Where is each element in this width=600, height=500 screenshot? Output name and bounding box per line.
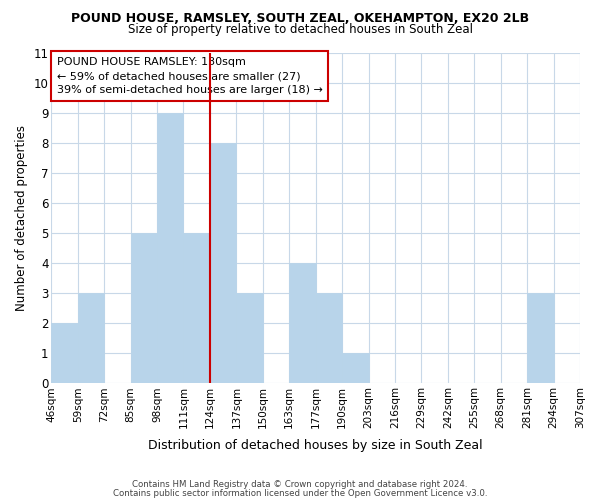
Bar bbox=[210, 143, 236, 384]
Bar bbox=[289, 263, 316, 384]
Bar bbox=[78, 293, 104, 384]
Bar bbox=[157, 112, 184, 384]
Bar bbox=[342, 354, 368, 384]
X-axis label: Distribution of detached houses by size in South Zeal: Distribution of detached houses by size … bbox=[148, 440, 483, 452]
Y-axis label: Number of detached properties: Number of detached properties bbox=[15, 125, 28, 311]
Bar bbox=[527, 293, 554, 384]
Bar bbox=[131, 233, 157, 384]
Text: Size of property relative to detached houses in South Zeal: Size of property relative to detached ho… bbox=[128, 22, 473, 36]
Text: Contains public sector information licensed under the Open Government Licence v3: Contains public sector information licen… bbox=[113, 488, 487, 498]
Bar bbox=[184, 233, 210, 384]
Bar bbox=[236, 293, 263, 384]
Bar bbox=[52, 324, 78, 384]
Text: POUND HOUSE, RAMSLEY, SOUTH ZEAL, OKEHAMPTON, EX20 2LB: POUND HOUSE, RAMSLEY, SOUTH ZEAL, OKEHAM… bbox=[71, 12, 529, 26]
Text: Contains HM Land Registry data © Crown copyright and database right 2024.: Contains HM Land Registry data © Crown c… bbox=[132, 480, 468, 489]
Text: POUND HOUSE RAMSLEY: 130sqm
← 59% of detached houses are smaller (27)
39% of sem: POUND HOUSE RAMSLEY: 130sqm ← 59% of det… bbox=[56, 57, 322, 95]
Bar bbox=[316, 293, 342, 384]
